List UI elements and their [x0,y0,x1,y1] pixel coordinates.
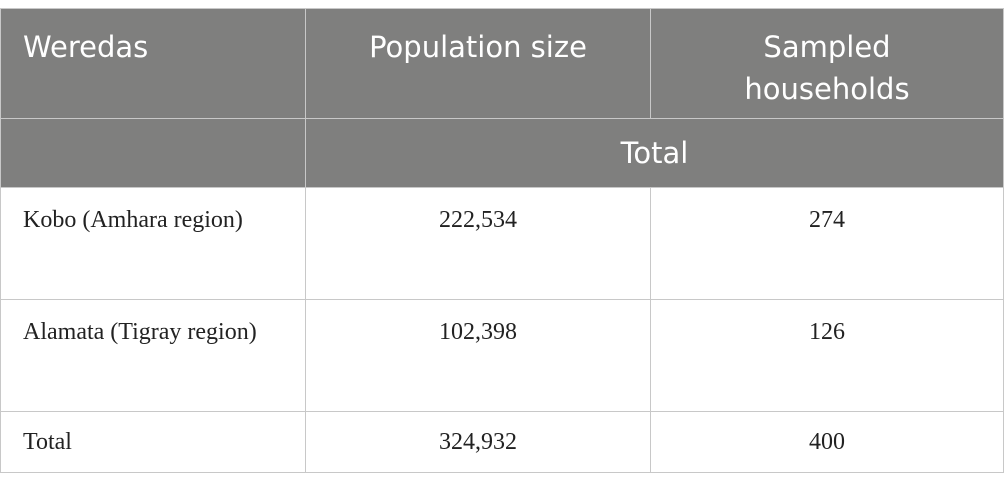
cell: 324,932 [305,411,651,473]
cell: Kobo (Amhara region) [0,187,306,300]
header-row: Weredas Population size Sampled househol… [0,8,1004,119]
data-table: Weredas Population size Sampled househol… [0,8,1004,473]
cell: Total [0,411,306,473]
row: Total 324,932 400 [0,411,1004,473]
row: Kobo (Amhara region) 222,534 274 [0,187,1004,300]
row: Alamata (Tigray region) 102,398 126 [0,299,1004,412]
header-cell: Sampled households [650,8,1004,119]
header-cell: Total [305,118,1004,188]
cell: 102,398 [305,299,651,412]
header-cell: Population size [305,8,651,119]
cell: Alamata (Tigray region) [0,299,306,412]
cell: 400 [650,411,1004,473]
header-cell: Weredas [0,8,306,119]
cell-text: Alamata (Tigray region) [23,319,257,345]
cell: 126 [650,299,1004,412]
cell: 274 [650,187,1004,300]
cell-text: Kobo (Amhara region) [23,207,243,233]
subheader-row: Total [0,118,1004,188]
header-cell [0,118,306,188]
cell: 222,534 [305,187,651,300]
